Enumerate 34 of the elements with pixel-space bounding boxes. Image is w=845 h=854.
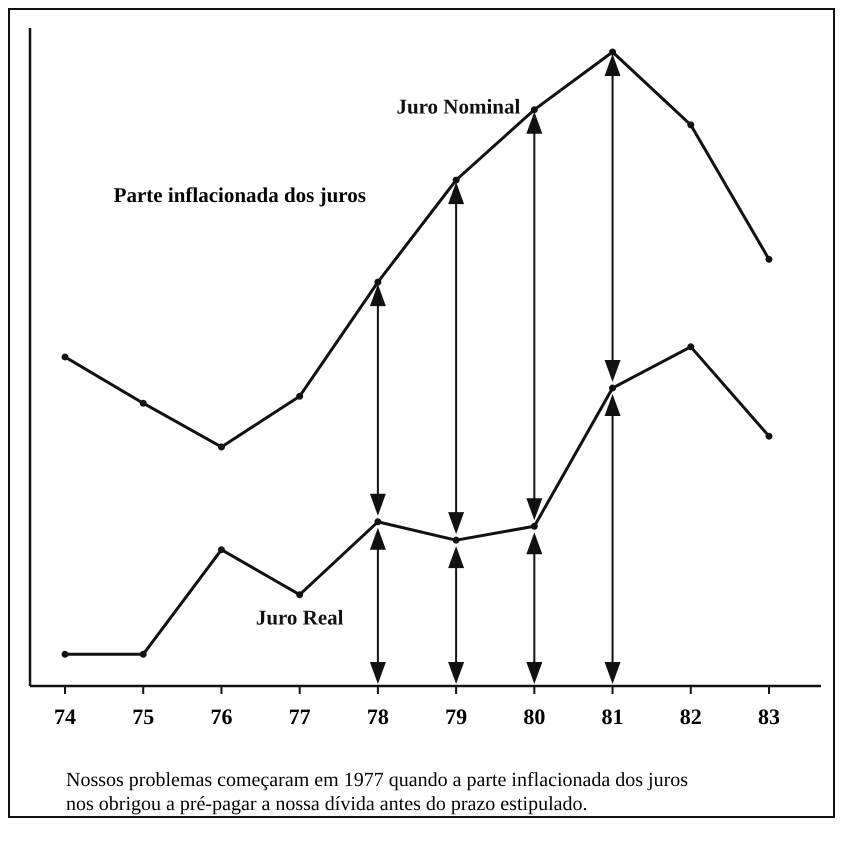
point xyxy=(62,650,68,658)
point xyxy=(687,121,694,128)
x-tick-label: 79 xyxy=(445,704,468,729)
point xyxy=(530,522,538,530)
point xyxy=(296,392,304,400)
x-tick-label: 81 xyxy=(602,704,624,729)
x-tick-label: 76 xyxy=(210,704,232,729)
point xyxy=(374,278,382,286)
point xyxy=(140,400,147,407)
point xyxy=(766,256,772,263)
point xyxy=(62,353,68,360)
x-tick-label: 83 xyxy=(758,704,780,729)
x-tick-label: 82 xyxy=(680,704,702,729)
point xyxy=(218,546,225,554)
point xyxy=(766,432,772,440)
point xyxy=(609,384,616,392)
text: Nossos problemas começaram em 1977 quando a parte inflacionada dos juros nos obrigou a pré-pagar a nossa dívida antes do prazo estipulado. xyxy=(66,769,688,815)
point xyxy=(374,518,382,526)
annotation: Parte inflacionada dos juros xyxy=(114,183,366,208)
x-tick-label: 78 xyxy=(366,704,389,729)
point xyxy=(296,591,304,598)
point xyxy=(609,48,616,56)
x-tick-label: 77 xyxy=(288,704,311,729)
point xyxy=(452,536,460,544)
point xyxy=(530,106,538,114)
point xyxy=(687,343,694,350)
x-tick-label: 80 xyxy=(523,704,546,729)
series-label: Juro Real xyxy=(256,606,344,630)
point xyxy=(452,176,460,184)
x-tick-label: 75 xyxy=(132,704,154,729)
point xyxy=(140,650,147,658)
x-tick-label: 74 xyxy=(54,704,76,729)
point xyxy=(218,443,225,450)
series-label: Juro Nominal xyxy=(396,94,520,119)
